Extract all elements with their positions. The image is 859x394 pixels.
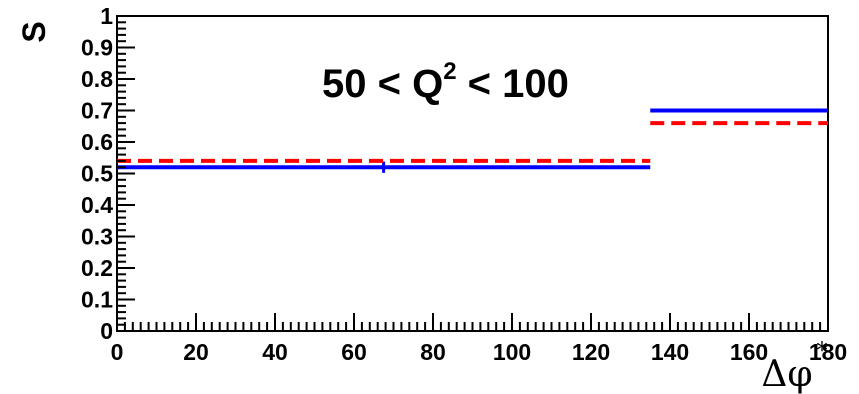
x-tick-label: 40: [262, 339, 288, 365]
x-tick-label: 180: [809, 339, 847, 365]
x-tick-label: 20: [183, 339, 209, 365]
y-tick-label: 0.1: [81, 287, 113, 313]
x-tick-label: 160: [730, 339, 768, 365]
q2-range-annotation: 50 < Q2 < 100: [322, 58, 569, 106]
y-axis-title: S: [16, 21, 52, 42]
x-tick-label: 100: [493, 339, 531, 365]
x-tick-label: 120: [572, 339, 610, 365]
y-tick-label: 0.9: [81, 35, 113, 61]
x-tick-label: 140: [651, 339, 689, 365]
y-tick-label: 0.8: [81, 66, 113, 92]
y-tick-label: 1: [100, 3, 113, 29]
x-tick-label: 60: [341, 339, 367, 365]
y-tick-label: 0.4: [81, 192, 113, 218]
y-tick-label: 0.7: [81, 98, 113, 124]
x-axis-title: Δφ: [761, 354, 812, 394]
x-axis-title-superscript: *: [817, 339, 828, 364]
x-tick-label: 80: [420, 339, 446, 365]
y-tick-label: 0.2: [81, 255, 113, 281]
y-tick-label: 0.3: [81, 224, 113, 250]
x-tick-label: 0: [111, 339, 124, 365]
y-tick-label: 0.6: [81, 129, 113, 155]
y-tick-label: 0.5: [81, 161, 113, 187]
y-tick-label: 0: [100, 318, 113, 344]
